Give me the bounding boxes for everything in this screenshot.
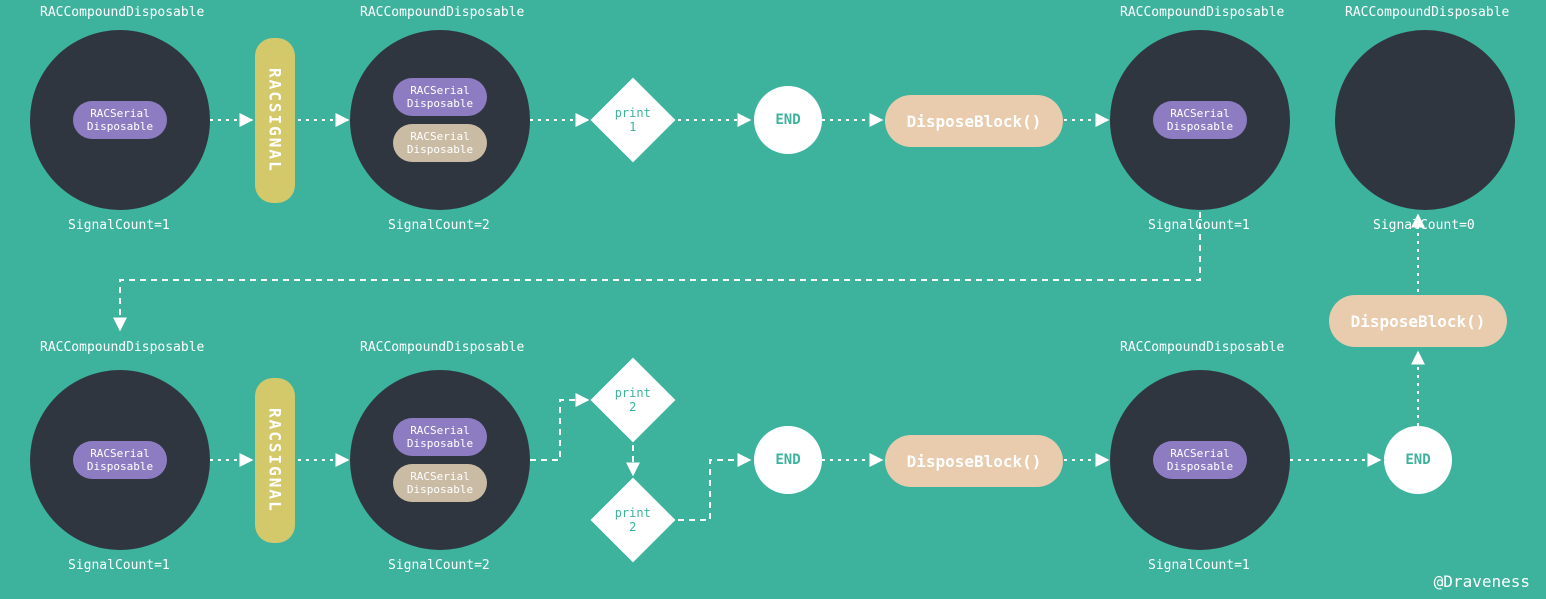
sc-2: SignalCount=2	[388, 218, 490, 233]
label-compound-4: RACCompoundDisposable	[1345, 5, 1509, 20]
signal-label-1: RACSIGNAL	[266, 68, 285, 173]
print2b-text: print2	[615, 506, 651, 535]
serial-pill-2a: RACSerialDisposable	[393, 78, 487, 116]
diamond-print2a: print2	[591, 358, 676, 443]
dispose-3: DisposeBlock()	[1329, 295, 1507, 347]
compound-circle-4	[1335, 30, 1515, 210]
sc-3: SignalCount=1	[1148, 218, 1250, 233]
dispose-3-text: DisposeBlock()	[1351, 312, 1486, 331]
end-3: END	[1384, 426, 1452, 494]
signal-label-2: RACSIGNAL	[266, 408, 285, 513]
label-compound-5: RACCompoundDisposable	[40, 340, 204, 355]
end-3-text: END	[1405, 452, 1430, 468]
label-compound-2: RACCompoundDisposable	[360, 5, 524, 20]
diamond-print2b: print2	[591, 478, 676, 563]
end-1-text: END	[775, 112, 800, 128]
serial-pill-2b: RACSerialDisposable	[393, 124, 487, 162]
label-compound-6: RACCompoundDisposable	[360, 340, 524, 355]
serial-pill-7: RACSerialDisposable	[1153, 441, 1247, 479]
compound-circle-6: RACSerialDisposable RACSerialDisposable	[350, 370, 530, 550]
watermark: @Draveness	[1434, 572, 1530, 591]
serial-pill-3: RACSerialDisposable	[1153, 101, 1247, 139]
serial-pill-5: RACSerialDisposable	[73, 441, 167, 479]
compound-circle-3: RACSerialDisposable	[1110, 30, 1290, 210]
compound-circle-5: RACSerialDisposable	[30, 370, 210, 550]
diamond-print1: print1	[591, 78, 676, 163]
sc-4: SignalCount=0	[1373, 218, 1475, 233]
signal-bar-2: RACSIGNAL	[255, 378, 295, 543]
print2a-text: print2	[615, 386, 651, 415]
signal-bar-1: RACSIGNAL	[255, 38, 295, 203]
serial-pill-6b: RACSerialDisposable	[393, 464, 487, 502]
end-1: END	[754, 86, 822, 154]
label-compound-3: RACCompoundDisposable	[1120, 5, 1284, 20]
compound-circle-7: RACSerialDisposable	[1110, 370, 1290, 550]
dispose-1: DisposeBlock()	[885, 95, 1063, 147]
compound-circle-2: RACSerialDisposable RACSerialDisposable	[350, 30, 530, 210]
sc-5: SignalCount=1	[68, 558, 170, 573]
compound-circle-1: RACSerialDisposable	[30, 30, 210, 210]
sc-7: SignalCount=1	[1148, 558, 1250, 573]
serial-pill-6a: RACSerialDisposable	[393, 418, 487, 456]
sc-1: SignalCount=1	[68, 218, 170, 233]
label-compound-7: RACCompoundDisposable	[1120, 340, 1284, 355]
serial-pill-1: RACSerialDisposable	[73, 101, 167, 139]
end-2-text: END	[775, 452, 800, 468]
dispose-1-text: DisposeBlock()	[907, 112, 1042, 131]
end-2: END	[754, 426, 822, 494]
sc-6: SignalCount=2	[388, 558, 490, 573]
dispose-2-text: DisposeBlock()	[907, 452, 1042, 471]
dispose-2: DisposeBlock()	[885, 435, 1063, 487]
label-compound-1: RACCompoundDisposable	[40, 5, 204, 20]
print1-text: print1	[615, 106, 651, 135]
